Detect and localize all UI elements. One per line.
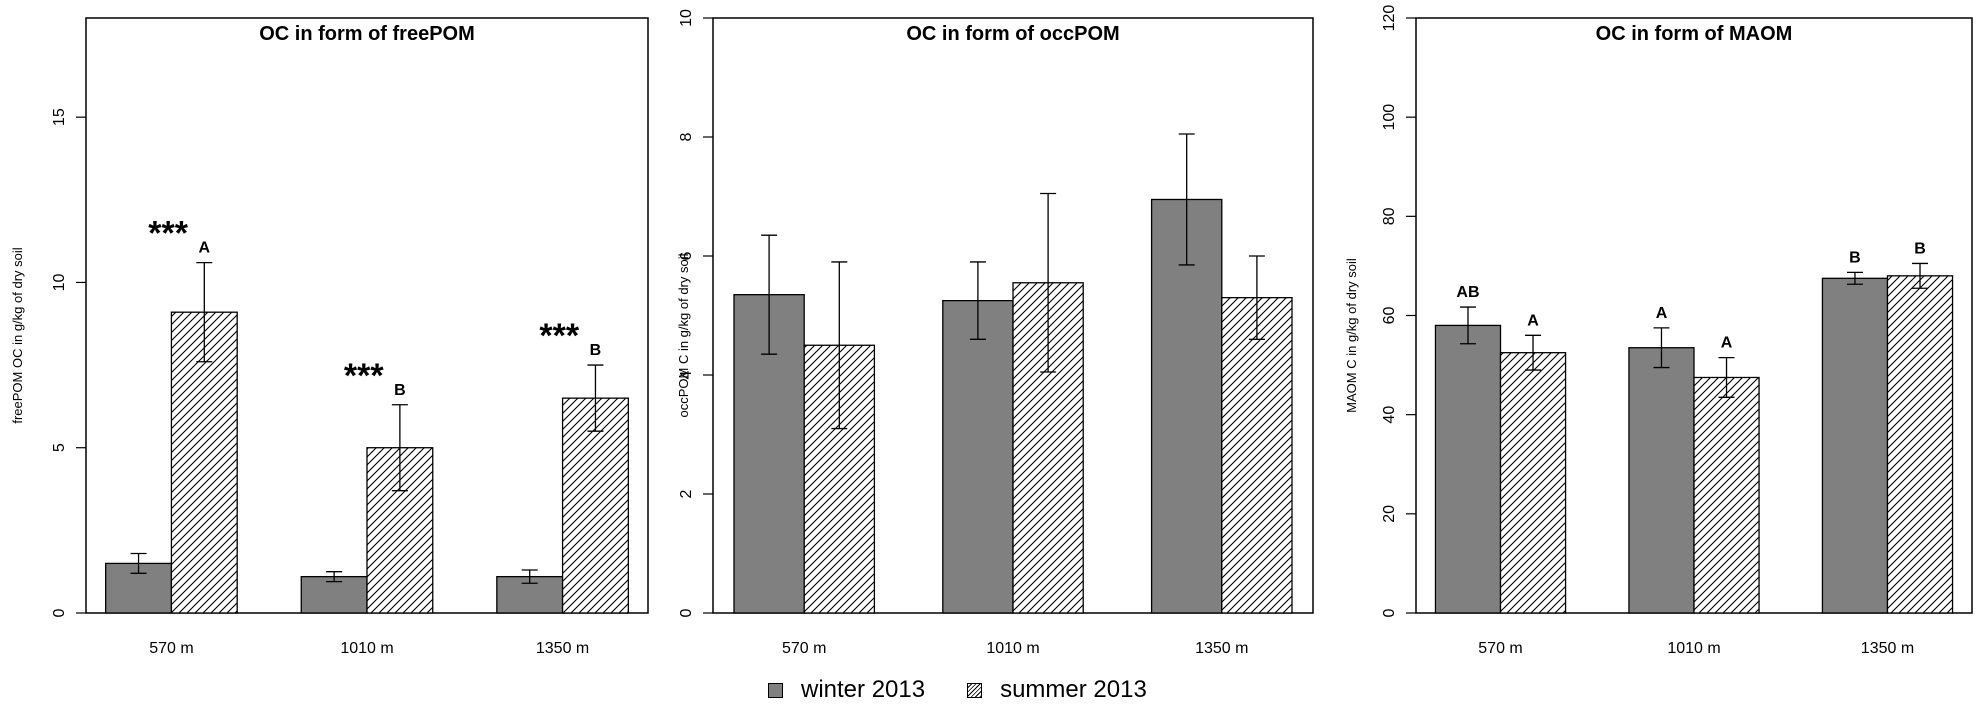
bar-summer-2 bbox=[1693, 376, 1760, 614]
significance-stars: *** bbox=[344, 357, 384, 395]
significance-letter: B bbox=[590, 342, 602, 359]
chart-title: OC in form of freePOM bbox=[259, 23, 475, 45]
significance-letter: B bbox=[1914, 240, 1926, 257]
bar-summer-3 bbox=[1221, 296, 1293, 614]
y-tick-label: 10 bbox=[51, 273, 68, 291]
y-tick-label: 80 bbox=[1381, 207, 1398, 225]
y-tick-label: 0 bbox=[51, 608, 68, 617]
x-tick-label: 570 m bbox=[149, 640, 193, 657]
y-tick-label: 0 bbox=[678, 608, 695, 617]
legend-swatch-winter bbox=[768, 682, 783, 698]
legend-item-summer: summer 2013 bbox=[967, 676, 1147, 704]
y-tick-label: 120 bbox=[1381, 5, 1398, 32]
bar-winter-2 bbox=[1628, 347, 1695, 614]
bar-winter-1 bbox=[1434, 324, 1502, 614]
chart-title: OC in form of occPOM bbox=[906, 23, 1119, 45]
legend-label-summer: summer 2013 bbox=[1000, 676, 1147, 703]
bar-winter-2 bbox=[300, 575, 368, 614]
panel-3: OC in form of MAOM 0 20 40 60 80 100 120 MAOM C … bbox=[1344, 5, 1973, 657]
significance-letter: A bbox=[1527, 312, 1539, 329]
y-tick-label: 4 bbox=[678, 370, 695, 379]
legend-label-winter: winter 2013 bbox=[801, 676, 926, 703]
x-tick-label: 1010 m bbox=[340, 640, 393, 657]
bar-summer-3 bbox=[1886, 275, 1954, 614]
y-tick-label: 100 bbox=[1381, 104, 1398, 131]
significance-letter: B bbox=[394, 382, 406, 399]
y-axis-label: freePOM OC in g/kg of dry soil bbox=[10, 247, 25, 423]
bar-summer-1 bbox=[1499, 352, 1567, 614]
x-tick-label: 570 m bbox=[782, 640, 826, 657]
panel-1: OC in form of freePOM 0 5 10 15 freePOM OC in… bbox=[10, 17, 649, 657]
significance-stars: *** bbox=[539, 317, 579, 355]
significance-letter: A bbox=[1656, 305, 1668, 322]
legend-swatch-summer bbox=[967, 682, 983, 698]
x-tick-label: 1010 m bbox=[1667, 640, 1720, 657]
x-tick-label: 1010 m bbox=[986, 640, 1039, 657]
y-tick-label: 60 bbox=[1381, 307, 1398, 325]
panel-2: OC in form of occPOM 0 2 4 6 8 10 occPOM C in g… bbox=[676, 9, 1314, 657]
significance-letter: AB bbox=[1456, 284, 1479, 301]
x-tick-label: 1350 m bbox=[1195, 640, 1248, 657]
legend-item-winter: winter 2013 bbox=[768, 676, 925, 704]
y-tick-label: 8 bbox=[678, 132, 695, 141]
x-tick-label: 1350 m bbox=[1861, 640, 1914, 657]
x-tick-label: 570 m bbox=[1478, 640, 1522, 657]
y-tick-label: 15 bbox=[51, 108, 68, 126]
y-axis-label: MAOM C in g/kg of dry soil bbox=[1344, 258, 1359, 413]
x-tick-label: 1350 m bbox=[536, 640, 589, 657]
y-tick-label: 5 bbox=[51, 443, 68, 452]
y-tick-label: 0 bbox=[1381, 608, 1398, 617]
y-tick-label: 20 bbox=[1381, 505, 1398, 523]
significance-stars: *** bbox=[148, 215, 188, 253]
significance-letter: A bbox=[199, 240, 211, 257]
y-tick-label: 40 bbox=[1381, 406, 1398, 424]
legend: winter 2013 summer 2013 bbox=[768, 676, 1189, 704]
bar-winter-3 bbox=[1821, 277, 1889, 614]
y-axis-label: occPOM C in g/kg of dry soil bbox=[676, 253, 691, 417]
bar-winter-3 bbox=[1150, 198, 1223, 614]
significance-letter: A bbox=[1721, 335, 1733, 352]
significance-letter: B bbox=[1849, 249, 1861, 266]
y-tick-label: 6 bbox=[678, 251, 695, 260]
bar-winter-2 bbox=[942, 299, 1014, 614]
y-tick-label: 2 bbox=[678, 489, 695, 498]
chart-title: OC in form of MAOM bbox=[1596, 23, 1793, 45]
y-tick-label: 10 bbox=[678, 9, 695, 27]
bar-winter-3 bbox=[496, 575, 564, 614]
